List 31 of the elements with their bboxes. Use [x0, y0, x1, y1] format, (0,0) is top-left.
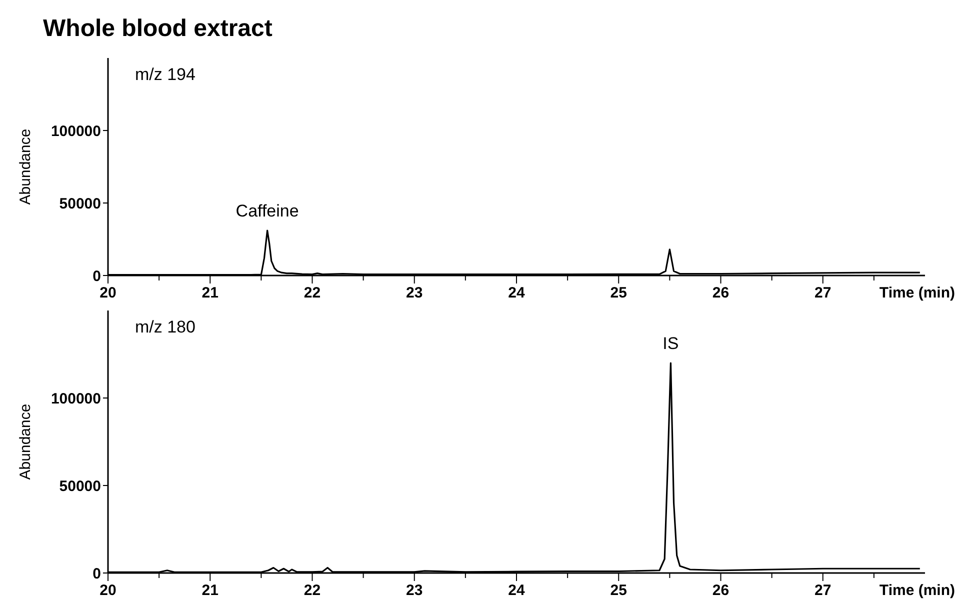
x-tick-label: 23 [406, 582, 423, 599]
y-tick-label: 0 [92, 268, 101, 285]
x-tick-label: 23 [406, 284, 423, 302]
x-tick-label: 25 [610, 284, 627, 302]
y-tick-label: 50000 [59, 478, 101, 495]
x-tick-label: 24 [508, 582, 526, 599]
y-axis-title: Abundance [17, 404, 34, 480]
chart-title: Whole blood extract [43, 15, 272, 42]
x-tick-label: 20 [100, 284, 116, 302]
y-tick-label: 0 [92, 565, 101, 582]
annotation: Caffeine [236, 202, 299, 221]
y-tick-label: 100000 [50, 122, 101, 140]
x-tick-label: 22 [304, 284, 321, 302]
y-tick-label: 100000 [50, 390, 101, 408]
x-tick-label: 24 [508, 284, 526, 302]
x-tick-label: 21 [202, 284, 218, 302]
y-tick-label: 50000 [59, 195, 101, 212]
x-tick-label: 26 [712, 284, 730, 302]
x-tick-label: 21 [202, 582, 218, 599]
x-tick-label: 27 [814, 284, 832, 302]
annotation: m/z 180 [135, 318, 196, 336]
annotation: IS [662, 334, 679, 353]
x-tick-label: 20 [100, 582, 116, 599]
x-axis-title: Time (min) [879, 582, 955, 599]
annotation: m/z 194 [135, 65, 196, 84]
x-tick-label: 26 [712, 582, 730, 599]
x-tick-label: 22 [304, 582, 321, 599]
x-tick-label: 25 [610, 582, 627, 599]
x-axis-title: Time (min) [879, 284, 955, 302]
y-axis-title: Abundance [17, 128, 34, 205]
x-tick-label: 27 [814, 582, 832, 599]
